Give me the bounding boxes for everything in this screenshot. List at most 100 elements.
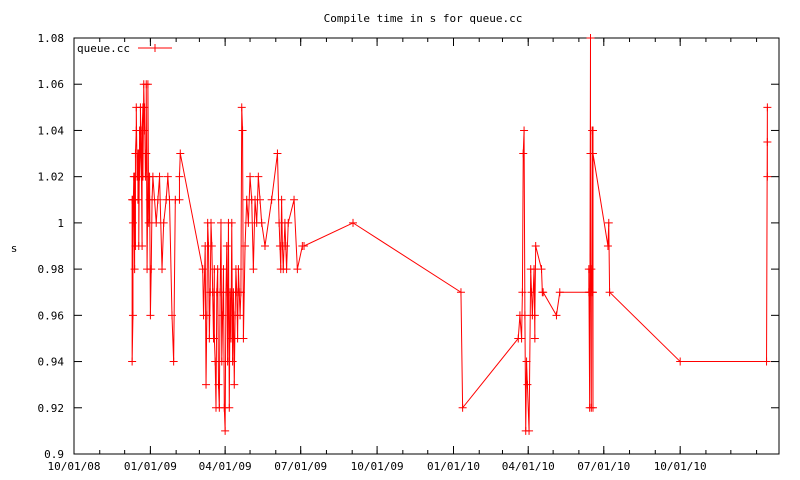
- data-point: [284, 218, 293, 227]
- data-point: [588, 403, 597, 412]
- data-point: [239, 334, 248, 343]
- data-point: [142, 149, 151, 158]
- data-point: [762, 357, 771, 366]
- data-point: [763, 172, 772, 181]
- data-point: [202, 311, 211, 320]
- data-point: [456, 288, 465, 297]
- plot-frame: [73, 37, 780, 455]
- data-point: [153, 195, 162, 204]
- data-point: [555, 288, 564, 297]
- data-point: [237, 103, 246, 112]
- data-point: [531, 242, 540, 250]
- data-point: [273, 149, 282, 158]
- data-point: [537, 265, 546, 274]
- data-point: [241, 242, 250, 250]
- data-point: [530, 334, 539, 343]
- data-point: [763, 138, 772, 146]
- data-point: [128, 311, 137, 320]
- data-point: [176, 149, 185, 158]
- data-point: [530, 265, 539, 274]
- data-point: [238, 126, 247, 135]
- data-point: [236, 311, 245, 320]
- data-point: [246, 172, 255, 181]
- y-axis: 0.9 0.92 0.94 0.96 0.98 1 1.02 1.04 1.06 1.08: [38, 32, 779, 461]
- data-point: [527, 288, 536, 297]
- data-point: [277, 195, 286, 204]
- data-point: [520, 311, 529, 320]
- data-point: [290, 195, 299, 204]
- data-point: [522, 357, 531, 366]
- data-point: [517, 334, 526, 343]
- legend: queue.cc: [77, 42, 172, 55]
- data-point: [587, 265, 596, 274]
- data-point: [228, 357, 237, 366]
- data-point: [256, 195, 265, 204]
- y-tick-label: 0.98: [38, 263, 65, 276]
- data-point: [140, 126, 149, 135]
- data-point: [588, 126, 597, 135]
- data-point: [155, 172, 164, 181]
- legend-label-queue-cc: queue.cc: [77, 42, 130, 55]
- data-point: [169, 357, 178, 366]
- data-point: [222, 242, 231, 250]
- data-point: [293, 265, 302, 274]
- data-point: [128, 218, 137, 227]
- data-point: [603, 242, 612, 250]
- data-point: [140, 103, 149, 112]
- data-point: [552, 311, 561, 320]
- data-point: [234, 265, 243, 274]
- data-point: [147, 265, 156, 274]
- data-point: [133, 195, 142, 204]
- x-tick-label: 04/01/09: [199, 460, 252, 473]
- y-tick-label: 1.06: [38, 78, 65, 91]
- data-point: [219, 265, 228, 274]
- x-tick-label: 07/01/10: [577, 460, 630, 473]
- data-point: [152, 218, 161, 227]
- data-point: [202, 380, 211, 389]
- x-axis: 10/01/08 01/01/09 04/01/09 07/01/09 10/01/09…: [48, 38, 758, 473]
- data-point: [519, 149, 528, 158]
- data-point: [518, 288, 527, 297]
- data-point: [214, 380, 223, 389]
- x-tick-label: 10/01/10: [654, 460, 707, 473]
- data-point: [221, 426, 230, 435]
- data-point: [216, 218, 225, 227]
- data-point: [144, 218, 153, 227]
- data-point: [763, 103, 772, 112]
- data-point: [167, 311, 176, 320]
- data-point: [588, 149, 597, 158]
- data-point: [159, 218, 168, 227]
- data-point: [158, 265, 167, 274]
- data-point: [586, 34, 595, 42]
- y-axis-label: s: [11, 242, 18, 255]
- data-point: [225, 403, 234, 412]
- data-point: [282, 265, 291, 274]
- data-point: [254, 172, 263, 181]
- data-point: [230, 380, 239, 389]
- data-point: [458, 403, 467, 412]
- data-point: [588, 288, 597, 297]
- data-point: [520, 126, 529, 135]
- legend-marker-queue-cc: [151, 44, 159, 52]
- data-point: [300, 242, 309, 250]
- series-layer: [128, 34, 772, 435]
- data-point: [349, 218, 358, 227]
- y-tick-label: 1.04: [38, 124, 65, 137]
- data-point: [523, 380, 532, 389]
- y-tick-label: 0.92: [38, 402, 65, 415]
- series-line-queue-cc: [131, 37, 768, 431]
- data-point: [604, 218, 613, 227]
- data-point: [207, 218, 216, 227]
- y-tick-label: 0.9: [44, 448, 64, 461]
- y-tick-label: 1.08: [38, 32, 65, 45]
- chart-title: Compile time in s for queue.cc: [324, 12, 523, 25]
- x-tick-label: 01/01/09: [124, 460, 177, 473]
- data-point: [249, 265, 258, 274]
- data-point: [539, 288, 548, 297]
- data-point: [236, 288, 245, 297]
- data-point: [244, 218, 253, 227]
- y-tick-label: 0.94: [38, 356, 65, 369]
- data-point: [257, 218, 266, 227]
- data-point: [260, 242, 269, 250]
- data-point: [163, 172, 172, 181]
